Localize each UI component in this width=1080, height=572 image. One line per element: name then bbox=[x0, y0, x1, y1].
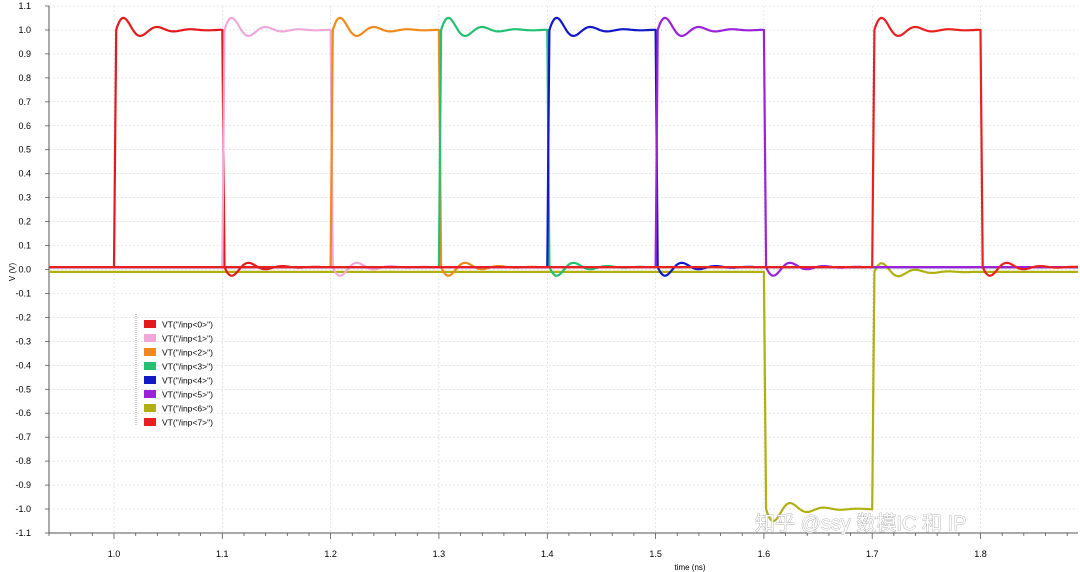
y-tick-label: 0.1 bbox=[18, 241, 31, 251]
y-tick-label: -0.2 bbox=[15, 312, 31, 322]
series-line-inp4 bbox=[48, 16, 1079, 277]
legend-label-inp3: VT("/inp<3>") bbox=[162, 362, 213, 372]
legend-swatch-inp2 bbox=[144, 348, 156, 356]
y-tick-label: -0.5 bbox=[15, 384, 31, 394]
legend-swatch-inp7 bbox=[144, 418, 156, 426]
x-tick-label: 1.4 bbox=[541, 549, 554, 559]
grid-lines bbox=[49, 5, 1078, 534]
y-tick-label: -0.6 bbox=[15, 408, 31, 418]
watermark: 知乎 @ssy 数模IC 和 IP bbox=[755, 512, 966, 535]
y-tick-label: 0.3 bbox=[18, 193, 31, 203]
legend-swatch-inp1 bbox=[144, 334, 156, 342]
series-line-inp0 bbox=[48, 16, 1079, 277]
y-tick-label: -0.7 bbox=[15, 432, 31, 442]
x-tick-label: 1.3 bbox=[433, 549, 446, 559]
legend-swatch-inp0 bbox=[144, 320, 156, 328]
y-tick-label: -0.4 bbox=[15, 360, 31, 370]
y-tick-label: 0.0 bbox=[18, 265, 31, 275]
x-tick-label: 1.2 bbox=[324, 549, 337, 559]
legend-label-inp1: VT("/inp<1>") bbox=[162, 334, 213, 344]
series-line-inp5 bbox=[48, 16, 1079, 277]
y-tick-label: 0.8 bbox=[18, 73, 31, 83]
y-tick-label: -0.1 bbox=[15, 289, 31, 299]
y-tick-label: 0.4 bbox=[18, 169, 31, 179]
y-tick-label: 0.6 bbox=[18, 121, 31, 131]
legend-swatch-inp6 bbox=[144, 404, 156, 412]
y-tick-label: -1.1 bbox=[15, 528, 31, 538]
legend-label-inp5: VT("/inp<5>") bbox=[162, 390, 213, 400]
y-tick-label: 1.0 bbox=[18, 25, 31, 35]
x-tick-label: 1.0 bbox=[108, 549, 121, 559]
legend-swatch-inp4 bbox=[144, 376, 156, 384]
legend-swatch-inp5 bbox=[144, 390, 156, 398]
y-tick-label: -0.8 bbox=[15, 456, 31, 466]
y-tick-label: 1.1 bbox=[18, 1, 31, 11]
axes bbox=[45, 5, 1078, 539]
x-tick-labels: 1.0 1.1 1.2 1.3 1.4 1.5 1.6 1.7 1.8 bbox=[108, 549, 987, 559]
legend-label-inp7: VT("/inp<7>") bbox=[162, 418, 213, 428]
series-line-inp1 bbox=[48, 16, 1079, 277]
legend-swatch-inp3 bbox=[144, 362, 156, 370]
series-line-inp7 bbox=[48, 16, 1079, 277]
y-tick-label: 0.2 bbox=[18, 217, 31, 227]
legend-label-inp6: VT("/inp<6>") bbox=[162, 404, 213, 414]
series-traces bbox=[48, 16, 1079, 523]
y-axis-label: V (V) bbox=[8, 263, 17, 282]
legend: VT("/inp<0>") VT("/inp<1>") VT("/inp<2>") V… bbox=[135, 314, 213, 428]
x-axis-label: time (ns) bbox=[674, 563, 705, 572]
legend-label-inp0: VT("/inp<0>") bbox=[162, 320, 213, 330]
y-tick-label: 0.9 bbox=[18, 49, 31, 59]
y-tick-label: -0.9 bbox=[15, 480, 31, 490]
x-tick-label: 1.6 bbox=[758, 549, 771, 559]
x-tick-label: 1.7 bbox=[866, 549, 879, 559]
legend-label-inp2: VT("/inp<2>") bbox=[162, 348, 213, 358]
x-tick-label: 1.1 bbox=[216, 549, 229, 559]
legend-label-inp4: VT("/inp<4>") bbox=[162, 376, 213, 386]
series-line-inp3 bbox=[48, 16, 1079, 277]
x-tick-label: 1.8 bbox=[974, 549, 987, 559]
y-tick-labels: 1.1 1.0 0.9 0.8 0.7 0.6 0.5 0.4 0.3 0.2 0.1 0.0 -0.1… bbox=[15, 1, 31, 538]
x-tick-label: 1.5 bbox=[649, 549, 662, 559]
y-tick-label: 0.5 bbox=[18, 145, 31, 155]
y-tick-label: 0.7 bbox=[18, 97, 31, 107]
series-line-inp2 bbox=[48, 16, 1079, 277]
y-tick-label: -0.3 bbox=[15, 336, 31, 346]
y-tick-label: -1.0 bbox=[15, 504, 31, 514]
